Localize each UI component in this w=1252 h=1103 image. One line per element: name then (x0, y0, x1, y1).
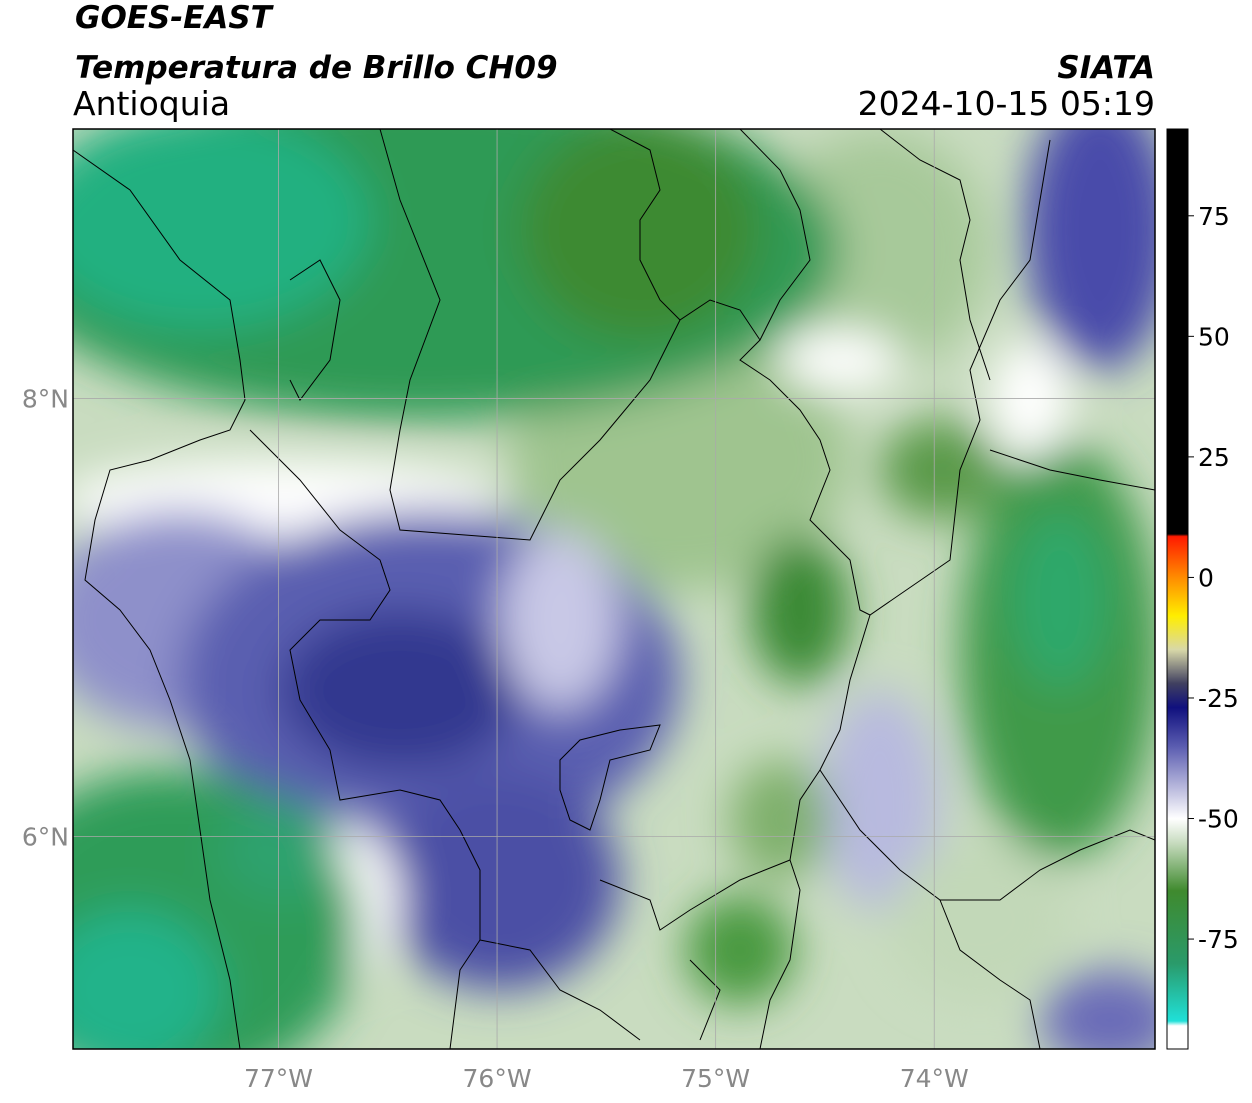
colorbar-tick-label: 75 (1198, 202, 1230, 231)
x-tick-label: 77°W (244, 1064, 313, 1093)
x-tick-label: 75°W (681, 1064, 750, 1093)
title: GOES-EAST (75, 0, 275, 36)
colorbar-tick-label: 25 (1198, 443, 1230, 472)
colorbar-tick-label: -25 (1198, 684, 1239, 713)
timestamp: 2024-10-15 05:19 (858, 84, 1155, 123)
x-tick-label: 76°W (463, 1064, 532, 1093)
map-frame (72, 128, 1156, 1050)
colorbar-tick-label: 50 (1198, 322, 1230, 351)
subtitle: Temperatura de Brillo CH09 (75, 50, 558, 86)
region-label: Antioquia (73, 84, 230, 123)
colorbar-tick-label: 0 (1198, 563, 1214, 592)
colorbar-tick-label: -50 (1198, 805, 1239, 834)
y-tick-label: 8°N (22, 384, 69, 413)
x-tick-label: 74°W (900, 1064, 969, 1093)
borders (73, 129, 1155, 1049)
colorbar (1166, 128, 1189, 1050)
map-field (73, 129, 1155, 1049)
source-label: SIATA (1057, 50, 1155, 86)
y-tick-label: 6°N (22, 823, 69, 852)
grid (73, 129, 1155, 1049)
colorbar-tick-label: -75 (1198, 925, 1239, 954)
